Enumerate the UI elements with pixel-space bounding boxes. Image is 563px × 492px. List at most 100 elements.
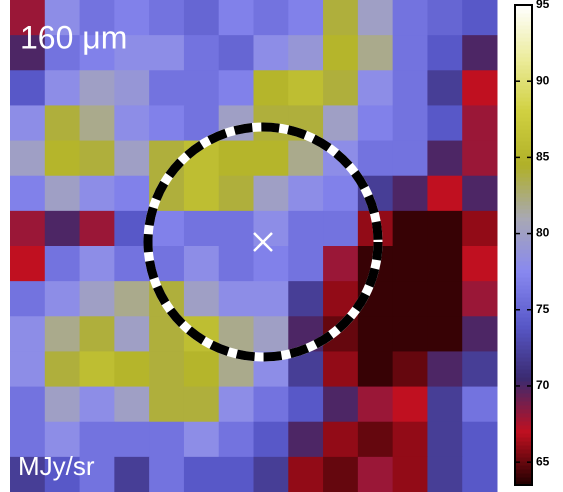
colorbar-segment — [515, 221, 532, 226]
heatmap-cell — [462, 140, 498, 177]
heatmap-cell — [427, 210, 463, 247]
heatmap-cell — [44, 316, 81, 352]
colorbar-tick-label: 95 — [536, 0, 550, 11]
heatmap-cell — [253, 386, 289, 423]
heatmap-cell — [149, 35, 185, 71]
heatmap-cell — [323, 0, 359, 36]
colorbar-segment — [515, 329, 532, 334]
colorbar-segment — [515, 465, 532, 470]
colorbar-segment — [515, 269, 532, 274]
colorbar-segment — [515, 73, 532, 78]
heatmap-cell — [114, 105, 150, 142]
heatmap-cell — [79, 386, 115, 423]
heatmap-cell — [79, 140, 115, 177]
heatmap-cell — [114, 386, 150, 423]
colorbar-segment — [515, 161, 532, 166]
colorbar-segment — [515, 229, 532, 234]
heatmap-cell — [392, 421, 428, 458]
colorbar-segment — [515, 333, 532, 338]
colorbar-segment — [515, 321, 532, 326]
colorbar-tick-label: 70 — [536, 378, 550, 392]
colorbar-segment — [515, 293, 532, 298]
colorbar-segment — [515, 297, 532, 302]
colorbar-segment — [515, 61, 532, 66]
colorbar-segment — [515, 81, 532, 86]
heatmap-cell — [114, 456, 150, 492]
heatmap-cell — [427, 35, 463, 71]
heatmap-cell — [462, 281, 498, 317]
heatmap-cell — [149, 105, 185, 142]
heatmap-cell — [183, 246, 220, 282]
colorbar-segment — [515, 417, 532, 422]
heatmap-cell — [183, 421, 220, 458]
colorbar-segment — [515, 125, 532, 130]
heatmap-cell — [183, 35, 220, 71]
colorbar-segment — [515, 101, 532, 106]
aperture-circle-dashes — [143, 122, 383, 362]
colorbar-segment — [515, 205, 532, 210]
colorbar-segment — [515, 201, 532, 206]
heatmap-cell — [183, 351, 220, 388]
colorbar-segment — [515, 381, 532, 386]
colorbar-segment — [515, 145, 532, 150]
colorbar-segment — [515, 309, 532, 314]
heatmap-cell — [392, 175, 428, 212]
colorbar-segment — [515, 177, 532, 182]
colorbar-segment — [515, 237, 532, 242]
heatmap-cell — [10, 351, 46, 388]
colorbar-segment — [515, 305, 532, 310]
colorbar-segment — [515, 209, 532, 214]
colorbar-segment — [515, 185, 532, 190]
heatmap-cell — [323, 105, 359, 142]
heatmap-cell — [183, 386, 220, 423]
colorbar-frame — [514, 4, 533, 486]
heatmap-cell — [253, 175, 289, 212]
heatmap-cell — [218, 0, 254, 36]
heatmap-cell — [253, 70, 289, 106]
colorbar-segment — [515, 389, 532, 394]
colorbar-segment — [515, 217, 532, 222]
colorbar-segment — [515, 445, 532, 450]
heatmap-cell — [288, 140, 324, 177]
colorbar-segment — [515, 13, 532, 18]
colorbar-tick-label: 75 — [536, 302, 550, 316]
colorbar-segment — [515, 65, 532, 70]
heatmap-cell — [218, 35, 254, 71]
heatmap-cell — [44, 386, 81, 423]
colorbar-segment — [515, 317, 532, 322]
heatmap-cell — [323, 386, 359, 423]
heatmap-cell — [288, 175, 324, 212]
colorbar-segment — [515, 401, 532, 406]
heatmap-cell — [462, 246, 498, 282]
heatmap-cell — [357, 421, 394, 458]
heatmap-cell — [323, 175, 359, 212]
colorbar-segment — [515, 193, 532, 198]
colorbar-segment — [515, 133, 532, 138]
heatmap-cell — [114, 0, 150, 36]
heatmap-cell — [10, 246, 46, 282]
heatmap-cell — [114, 281, 150, 317]
colorbar-segment — [515, 141, 532, 146]
colorbar-segment — [515, 461, 532, 466]
heatmap-cell — [114, 35, 150, 71]
colorbar-segment — [515, 9, 532, 14]
colorbar-segment — [515, 265, 532, 270]
heatmap-cell — [323, 421, 359, 458]
heatmap-cell — [114, 175, 150, 212]
heatmap-cell — [427, 386, 463, 423]
colorbar-segment — [515, 93, 532, 98]
colorbar-segment — [515, 449, 532, 454]
heatmap-cell — [10, 316, 46, 352]
heatmap-cell — [79, 175, 115, 212]
colorbar-segment — [515, 29, 532, 34]
heatmap-cell — [44, 105, 81, 142]
colorbar-segment — [515, 481, 532, 486]
heatmap-cell — [44, 140, 81, 177]
heatmap-cell — [79, 316, 115, 352]
colorbar-segment — [515, 253, 532, 258]
heatmap — [10, 0, 498, 492]
colorbar-tick-label: 85 — [536, 150, 550, 164]
heatmap-cell — [79, 351, 115, 388]
colorbar-segment — [515, 69, 532, 74]
heatmap-cell — [79, 0, 115, 36]
